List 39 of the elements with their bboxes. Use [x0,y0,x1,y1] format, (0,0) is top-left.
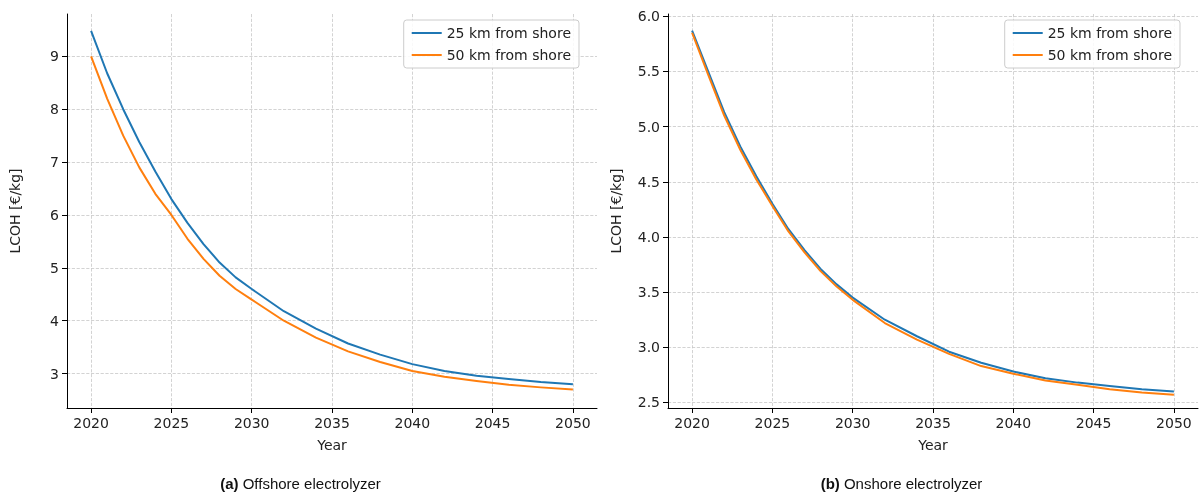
y-tick-label: 4 [50,312,60,329]
y-tick-label: 7 [50,154,59,171]
y-tick-label: 3.0 [637,339,660,356]
x-tick-label: 2035 [314,415,350,431]
x-tick-label: 2020 [674,415,710,431]
x-axis-title: Year [316,437,348,453]
legend-label: 25 km from shore [1047,25,1173,41]
x-tick-label: 2040 [995,415,1032,431]
x-axis-title: Year [917,437,949,453]
y-tick-label: 5.0 [637,118,660,135]
y-tick-label: 3 [50,365,59,382]
y-tick-label: 6.0 [637,8,660,25]
x-tick-label: 2035 [915,415,951,431]
y-tick-label: 5 [50,259,59,276]
legend-label: 50 km from shore [1047,47,1173,63]
legend-label: 50 km from shore [446,47,572,63]
y-tick-label: 2.5 [637,394,660,411]
y-axis-title: LCOH [€/kg] [7,168,23,254]
legend-label: 25 km from shore [446,25,572,41]
y-tick-label: 6 [50,206,60,223]
y-tick-label: 4.5 [637,173,660,190]
y-axis-title: LCOH [€/kg] [608,168,624,254]
y-tick-label: 9 [50,48,59,65]
x-tick-label: 2050 [1156,415,1192,431]
x-tick-label: 2045 [1075,415,1112,431]
x-tick-label: 2040 [394,415,431,431]
y-tick-label: 3.5 [637,284,660,301]
x-tick-label: 2020 [73,415,109,431]
x-tick-label: 2050 [555,415,591,431]
x-tick-label: 2045 [474,415,511,431]
x-tick-label: 2030 [834,415,871,431]
x-tick-label: 2025 [754,415,791,431]
text: (b) Onshore electrolyzer [820,475,983,492]
y-tick-label: 4.0 [637,228,660,245]
text: (a) Offshore electrolyzer [220,475,381,492]
y-tick-label: 5.5 [637,63,660,80]
x-tick-label: 2030 [233,415,270,431]
y-tick-label: 8 [50,101,59,118]
x-tick-label: 2025 [153,415,190,431]
